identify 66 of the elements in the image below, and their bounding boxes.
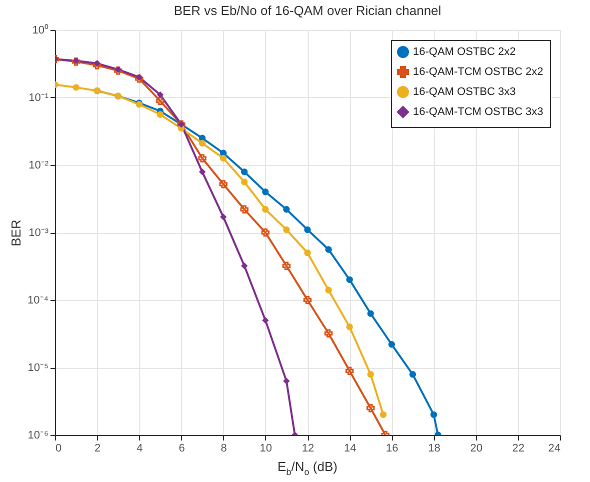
legend-label: 16-QAM-TCM OSTBC 2x2 bbox=[413, 66, 544, 78]
point bbox=[366, 404, 375, 412]
y-tick-label: 10⁰ bbox=[32, 24, 48, 36]
point bbox=[346, 324, 353, 330]
point bbox=[198, 140, 206, 147]
point bbox=[303, 296, 312, 304]
x-tick-label: 8 bbox=[220, 442, 227, 454]
x-tick-label: 14 bbox=[344, 442, 356, 454]
point bbox=[367, 371, 374, 378]
x-tick-label: 2 bbox=[94, 442, 101, 454]
x-tick-label: 16 bbox=[386, 442, 398, 454]
x-tick-label: 0 bbox=[56, 442, 62, 454]
point bbox=[304, 249, 311, 256]
point bbox=[156, 111, 164, 118]
y-tick-label: 10⁻⁶ bbox=[28, 430, 48, 442]
point bbox=[367, 310, 374, 317]
x-tick-label: 6 bbox=[178, 442, 185, 454]
chart-title: BER vs Eb/No of 16-QAM over Rician channel bbox=[174, 3, 442, 18]
point bbox=[283, 226, 290, 234]
y-tick-label: 10⁻¹ bbox=[28, 92, 49, 104]
y-tick-label: 10⁻² bbox=[28, 160, 49, 172]
point bbox=[324, 329, 333, 338]
point bbox=[409, 371, 416, 378]
x-tick-label: 10 bbox=[260, 442, 272, 454]
point bbox=[283, 378, 290, 384]
x-tick-label: 12 bbox=[302, 442, 314, 454]
legend-label: 16-QAM-TCM OSTBC 3x3 bbox=[413, 106, 544, 118]
point bbox=[241, 178, 248, 186]
point bbox=[241, 168, 248, 176]
y-tick-label: 10⁻⁵ bbox=[28, 362, 48, 374]
point bbox=[92, 61, 102, 70]
point bbox=[220, 214, 227, 220]
point bbox=[380, 411, 387, 418]
point bbox=[198, 168, 206, 176]
point bbox=[345, 366, 354, 376]
y-axis-title: BER bbox=[8, 220, 24, 246]
point bbox=[325, 246, 332, 253]
point bbox=[304, 226, 311, 234]
point bbox=[282, 262, 291, 270]
x-tick-label: 4 bbox=[136, 442, 143, 454]
point bbox=[241, 262, 248, 270]
y-tick-label: 10⁻³ bbox=[28, 227, 49, 239]
legend-label: 16-QAM OSTBC 2x2 bbox=[413, 46, 516, 58]
point bbox=[283, 206, 290, 213]
x-tick-label: 20 bbox=[470, 442, 482, 454]
point bbox=[262, 206, 269, 213]
point bbox=[261, 228, 270, 237]
x-tick-label: 18 bbox=[428, 442, 440, 454]
y-tick-label: 10⁻⁴ bbox=[28, 294, 49, 306]
point bbox=[262, 316, 269, 324]
point bbox=[220, 154, 227, 162]
point bbox=[156, 96, 164, 106]
point bbox=[262, 188, 269, 196]
point bbox=[388, 341, 396, 348]
point bbox=[198, 154, 206, 162]
point bbox=[325, 286, 332, 294]
point bbox=[156, 91, 164, 98]
point bbox=[346, 276, 353, 284]
point bbox=[94, 60, 100, 67]
x-tick-label: 24 bbox=[548, 442, 560, 454]
point bbox=[72, 84, 80, 91]
point bbox=[240, 205, 248, 214]
point bbox=[430, 411, 438, 418]
point bbox=[219, 180, 228, 188]
legend-label: 16-QAM OSTBC 3x3 bbox=[413, 86, 516, 98]
x-tick-label: 22 bbox=[512, 442, 525, 454]
